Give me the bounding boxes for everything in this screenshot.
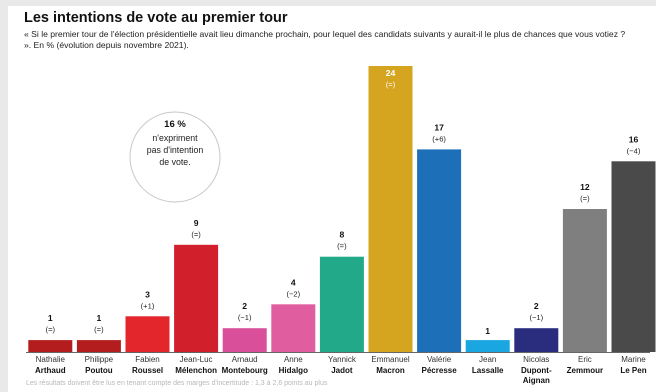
bar-change-label: (+1) xyxy=(141,301,155,310)
bar-change-label: (+6) xyxy=(432,134,446,143)
category-last-name: Hidalgo xyxy=(279,366,308,375)
bar-value-label: 3 xyxy=(145,289,150,299)
annotation-line-2: pas d'intention xyxy=(147,145,204,155)
bar-change-label: (−1) xyxy=(238,313,252,322)
bar-value-label: 8 xyxy=(340,230,345,240)
category-last-name: Arthaud xyxy=(35,366,66,375)
bar-value-label: 2 xyxy=(534,301,539,311)
bar-change-label: (=) xyxy=(94,325,104,334)
no-intention-annotation: 16 % n'expriment pas d'intention de vote… xyxy=(129,111,221,203)
category-first-name: Fabien xyxy=(135,355,159,364)
annotation-circle xyxy=(129,111,221,203)
category-first-name: Jean-Luc xyxy=(180,355,213,364)
bar-change-label: (=) xyxy=(580,194,590,203)
labels-layer: 1 (=) Nathalie Arthaud 1 (=) Philippe Poutou 3 (+… xyxy=(35,68,647,385)
bar xyxy=(125,316,170,353)
bar-change-label: (−2) xyxy=(286,289,300,298)
bar xyxy=(611,161,656,352)
category-first-name: Eric xyxy=(578,355,592,364)
category-last-name: Lassalle xyxy=(472,366,504,375)
category-first-name: Nicolas xyxy=(523,355,549,364)
category-last-name: Montebourg xyxy=(222,366,268,375)
category-first-name: Philippe xyxy=(85,355,114,364)
category-first-name: Yannick xyxy=(328,355,357,364)
category-first-name: Anne xyxy=(284,355,303,364)
bar xyxy=(28,340,73,352)
footnote: Les résultats doivent être lus en tenant… xyxy=(26,380,328,387)
bar-value-label: 9 xyxy=(194,218,199,228)
category-last-name: Pécresse xyxy=(422,366,458,375)
category-last-name: Jadot xyxy=(331,366,353,375)
bar-value-label: 1 xyxy=(485,326,490,336)
bar-change-label: (=) xyxy=(386,80,396,89)
bar xyxy=(319,256,364,352)
annotation-line-3: de vote. xyxy=(159,157,190,167)
chart-title: Les intentions de vote au premier tour xyxy=(24,10,288,26)
bar-change-label: (=) xyxy=(46,325,56,334)
category-last-name: Poutou xyxy=(85,366,113,375)
bar-change-label: (=) xyxy=(337,242,347,251)
bar xyxy=(174,244,219,353)
bar-value-label: 16 xyxy=(629,134,639,144)
category-last-name: Le Pen xyxy=(620,366,646,375)
bar-value-label: 2 xyxy=(242,301,247,311)
bar xyxy=(514,328,559,352)
category-last-name: Mélenchon xyxy=(175,366,217,375)
chart-subtitle: « Si le premier tour de l'élection prési… xyxy=(24,29,626,50)
bar-value-label: 4 xyxy=(291,277,296,287)
category-last-name: Roussel xyxy=(132,366,163,375)
annotation-line-1: n'expriment xyxy=(152,133,198,143)
category-first-name: Nathalie xyxy=(36,355,66,364)
category-last-name-cont: Aignan xyxy=(523,376,550,385)
category-first-name: Valérie xyxy=(427,355,452,364)
category-last-name: Macron xyxy=(376,366,405,375)
bar-change-label: (−4) xyxy=(627,146,641,155)
category-first-name: Arnaud xyxy=(232,355,258,364)
bar xyxy=(562,209,607,352)
bar xyxy=(271,304,316,352)
category-first-name: Emmanuel xyxy=(371,355,409,364)
category-first-name: Jean xyxy=(479,355,496,364)
bars-layer xyxy=(26,66,656,353)
bar-value-label: 17 xyxy=(434,122,444,132)
bar-value-label: 24 xyxy=(386,68,396,78)
category-last-name: Zemmour xyxy=(567,366,603,375)
bar-value-label: 1 xyxy=(48,313,53,323)
category-first-name: Marine xyxy=(621,355,646,364)
bar xyxy=(222,328,267,352)
bar-value-label: 12 xyxy=(580,182,590,192)
bar xyxy=(465,340,510,352)
bar-change-label: (−1) xyxy=(529,313,543,322)
annotation-value: 16 % xyxy=(164,119,186,130)
category-last-name: Dupont- xyxy=(521,366,552,375)
bar-value-label: 1 xyxy=(97,313,102,323)
bar xyxy=(368,66,413,352)
bar-change-label: (=) xyxy=(191,230,201,239)
bar xyxy=(76,340,121,352)
bar xyxy=(417,149,462,352)
